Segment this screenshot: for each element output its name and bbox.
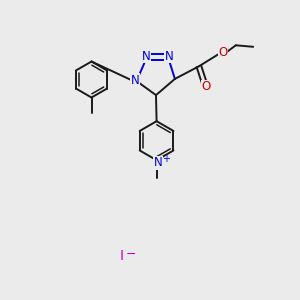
Text: N: N [130, 74, 140, 87]
Text: −: − [126, 248, 137, 261]
Text: I: I [119, 250, 124, 263]
Text: N: N [164, 50, 173, 63]
Text: +: + [162, 154, 170, 164]
Text: N: N [142, 50, 151, 63]
Text: N: N [154, 156, 163, 169]
Text: O: O [201, 80, 210, 93]
Text: O: O [219, 46, 228, 59]
